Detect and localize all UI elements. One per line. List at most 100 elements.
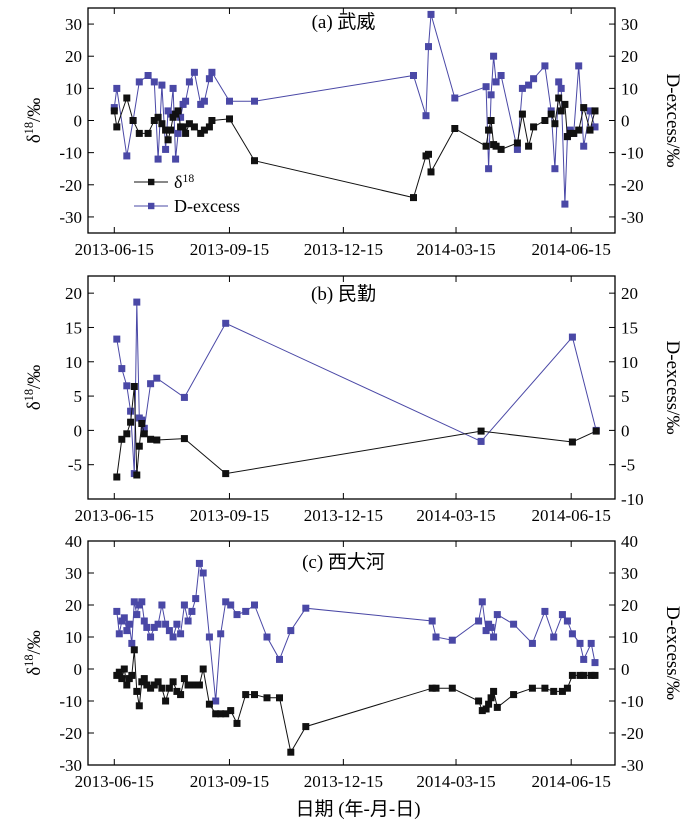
y-tick-label-right: -30 xyxy=(621,756,644,775)
y-tick-label-right: -10 xyxy=(621,490,644,509)
point-o18 xyxy=(451,125,459,133)
point-dexcess xyxy=(587,639,595,647)
point-dexcess xyxy=(432,633,440,641)
legend-marker xyxy=(148,202,155,210)
point-o18 xyxy=(555,94,563,102)
plot-frame xyxy=(87,275,616,500)
point-o18 xyxy=(144,129,152,137)
point-dexcess xyxy=(115,630,123,638)
point-o18 xyxy=(135,442,143,450)
point-o18 xyxy=(485,700,493,708)
y-tick-label-left: -20 xyxy=(59,724,82,743)
panel-title: (b) 民勤 xyxy=(311,283,376,305)
x-tick-label: 2013-12-15 xyxy=(304,506,383,525)
point-dexcess xyxy=(518,84,526,92)
point-dexcess xyxy=(143,623,151,631)
point-dexcess xyxy=(154,620,162,628)
y-tick-label-left: 5 xyxy=(74,387,83,406)
point-o18 xyxy=(165,684,173,692)
point-o18 xyxy=(205,700,213,708)
point-dexcess xyxy=(222,319,230,327)
point-dexcess xyxy=(125,620,133,628)
y-tick-label-left: -30 xyxy=(59,208,82,227)
point-dexcess xyxy=(205,633,213,641)
y-tick-label-right: 10 xyxy=(621,79,638,98)
point-o18 xyxy=(167,126,175,134)
point-o18 xyxy=(174,107,182,115)
point-dexcess xyxy=(485,165,493,173)
point-o18 xyxy=(147,435,155,443)
y-tick-label-right: 30 xyxy=(621,15,638,34)
point-o18 xyxy=(164,136,172,144)
y-tick-label-right: -5 xyxy=(621,456,635,475)
point-o18 xyxy=(591,107,599,115)
point-dexcess xyxy=(113,607,121,615)
point-o18 xyxy=(482,142,490,150)
panel-xidahe: 2013-06-15 2013-09-15 2013-12-15 2014-03-15… xyxy=(22,532,683,791)
point-o18 xyxy=(550,687,558,695)
y-tick-label-right: -20 xyxy=(621,176,644,195)
point-dexcess xyxy=(492,78,500,86)
point-o18 xyxy=(180,435,188,443)
panel-title: (c) 西大河 xyxy=(302,551,385,573)
point-o18 xyxy=(493,703,501,711)
point-dexcess xyxy=(118,365,126,373)
point-dexcess xyxy=(409,72,417,80)
point-o18 xyxy=(128,671,136,679)
y-axis-title-left: δ18/‰ xyxy=(22,630,45,676)
point-dexcess xyxy=(576,639,584,647)
point-o18 xyxy=(563,684,571,692)
point-dexcess xyxy=(422,112,430,120)
point-o18 xyxy=(120,665,128,673)
y-tick-label-left: 0 xyxy=(74,112,83,131)
point-dexcess xyxy=(591,659,599,667)
point-dexcess xyxy=(493,611,501,619)
point-o18 xyxy=(497,145,505,153)
point-dexcess xyxy=(199,569,207,577)
point-dexcess xyxy=(263,633,271,641)
series-line-dexcess xyxy=(116,563,596,702)
point-o18 xyxy=(586,126,594,134)
point-o18 xyxy=(208,117,216,125)
y-tick-label-right: 20 xyxy=(621,596,638,615)
x-tick-label: 2013-06-15 xyxy=(75,506,154,525)
point-o18 xyxy=(113,473,121,481)
point-dexcess xyxy=(154,155,162,163)
point-dexcess xyxy=(568,630,576,638)
point-dexcess xyxy=(158,601,166,609)
point-o18 xyxy=(130,382,138,390)
point-dexcess xyxy=(275,655,283,663)
point-dexcess xyxy=(477,437,485,445)
y-tick-label-left: 10 xyxy=(65,79,82,98)
point-dexcess xyxy=(428,617,436,625)
point-o18 xyxy=(530,123,538,131)
point-dexcess xyxy=(208,68,216,76)
y-tick-label-left: -10 xyxy=(59,692,82,711)
y-tick-label-left: 30 xyxy=(65,564,82,583)
y-tick-label-right: -10 xyxy=(621,692,644,711)
point-o18 xyxy=(513,139,521,147)
point-o18 xyxy=(140,430,148,438)
point-dexcess xyxy=(550,633,558,641)
point-dexcess xyxy=(541,607,549,615)
point-dexcess xyxy=(575,62,583,70)
y-tick-label-right: 0 xyxy=(621,421,630,440)
point-o18 xyxy=(487,117,495,125)
point-dexcess xyxy=(169,633,177,641)
point-dexcess xyxy=(127,407,135,415)
point-dexcess xyxy=(487,91,495,99)
y-axis-title-left: δ18/‰ xyxy=(22,365,45,411)
point-o18 xyxy=(302,723,310,731)
point-o18 xyxy=(222,470,230,478)
point-o18 xyxy=(227,707,235,715)
x-tick-label: 2013-09-15 xyxy=(190,506,269,525)
point-o18 xyxy=(110,107,118,115)
point-dexcess xyxy=(580,655,588,663)
point-dexcess xyxy=(528,639,536,647)
point-dexcess xyxy=(165,627,173,635)
point-o18 xyxy=(205,123,213,131)
point-dexcess xyxy=(123,627,131,635)
point-o18 xyxy=(568,438,576,446)
point-o18 xyxy=(180,675,188,683)
point-o18 xyxy=(138,419,146,427)
